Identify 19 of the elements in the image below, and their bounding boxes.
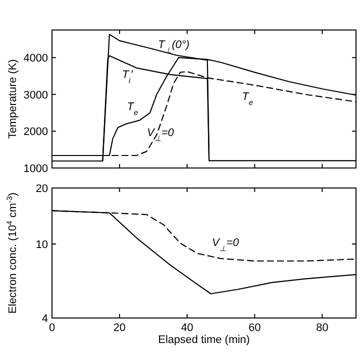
x-tick-label: 20 bbox=[113, 322, 126, 334]
y-tick-label: 1000 bbox=[24, 163, 48, 175]
y-tick-label: 4 bbox=[42, 313, 48, 325]
x-axis-title: Elapsed time (min) bbox=[158, 334, 250, 346]
y-tick-label: 2000 bbox=[24, 126, 48, 138]
y-tick-label: 20 bbox=[36, 183, 48, 195]
x-tick-label: 0 bbox=[48, 322, 56, 334]
series-label: V$_{⊥}$=0 bbox=[147, 127, 175, 142]
y-tick-label: 3000 bbox=[24, 89, 48, 102]
series-label: T$_{i}$' bbox=[122, 69, 134, 84]
annotation: T$_{e}$ bbox=[242, 91, 254, 106]
y-tick-label: 4000 bbox=[24, 52, 48, 65]
series-label: V$_{⊥}$=0 bbox=[212, 237, 240, 252]
y-axis-title: Temperature (K) bbox=[7, 59, 19, 139]
x-tick-label: 40 bbox=[180, 322, 194, 334]
x-tick-label: 60 bbox=[248, 322, 261, 334]
x-tick-label: 80 bbox=[316, 322, 328, 334]
series-label: T$_{e}$ bbox=[127, 101, 138, 116]
y-tick-label: 10 bbox=[36, 238, 48, 251]
